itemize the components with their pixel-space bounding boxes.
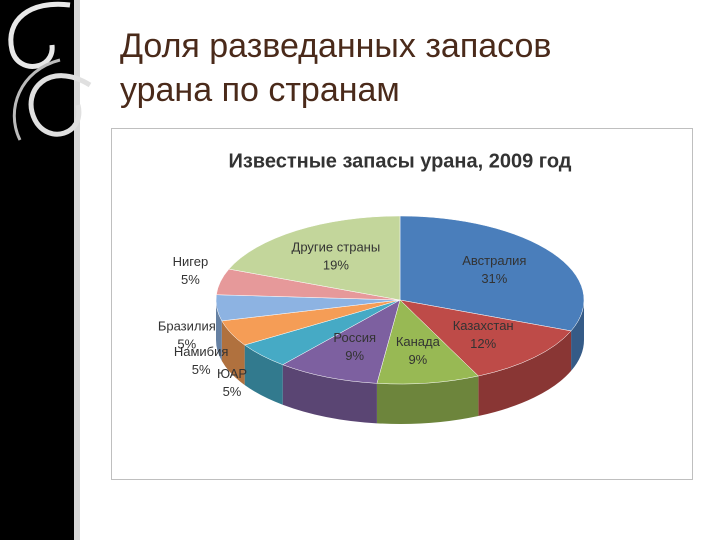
slice: [282, 299, 401, 384]
slice-label: Казахстан: [453, 318, 514, 333]
value-label: 5%: [192, 362, 211, 377]
value-label: 12%: [470, 336, 496, 351]
slice-label: ЮАР: [217, 366, 247, 381]
slice-side: [244, 345, 283, 405]
value-label: 19%: [323, 257, 349, 272]
slice-side: [221, 320, 245, 386]
slice: [376, 299, 479, 385]
slice: [399, 299, 572, 377]
value-label: 5%: [177, 336, 196, 351]
slice-side: [478, 330, 572, 417]
slice-label: Бразилия: [158, 318, 216, 333]
slice-label: Австралия: [462, 253, 526, 268]
value-label: 9%: [345, 348, 364, 363]
slice-side: [216, 300, 222, 361]
value-label: 5%: [181, 272, 200, 287]
slice-label: Канада: [396, 334, 441, 349]
slice: [228, 215, 401, 301]
slice-side: [376, 376, 479, 424]
chart-title: Известные запасы урана, 2009 год: [228, 150, 571, 172]
slice-label: Россия: [333, 330, 376, 345]
value-label: 5%: [223, 384, 242, 399]
slice-side: [282, 364, 377, 424]
value-label: 9%: [408, 352, 427, 367]
slice-label: Нигер: [173, 254, 209, 269]
slice-label: Намибия: [174, 344, 229, 359]
slice-side: [571, 300, 584, 371]
slide-title: Доля разведанных запасов урана по страна…: [120, 27, 552, 109]
value-label: 31%: [481, 271, 507, 286]
slice: [399, 215, 585, 332]
slice-label: Другие страны: [292, 239, 381, 254]
